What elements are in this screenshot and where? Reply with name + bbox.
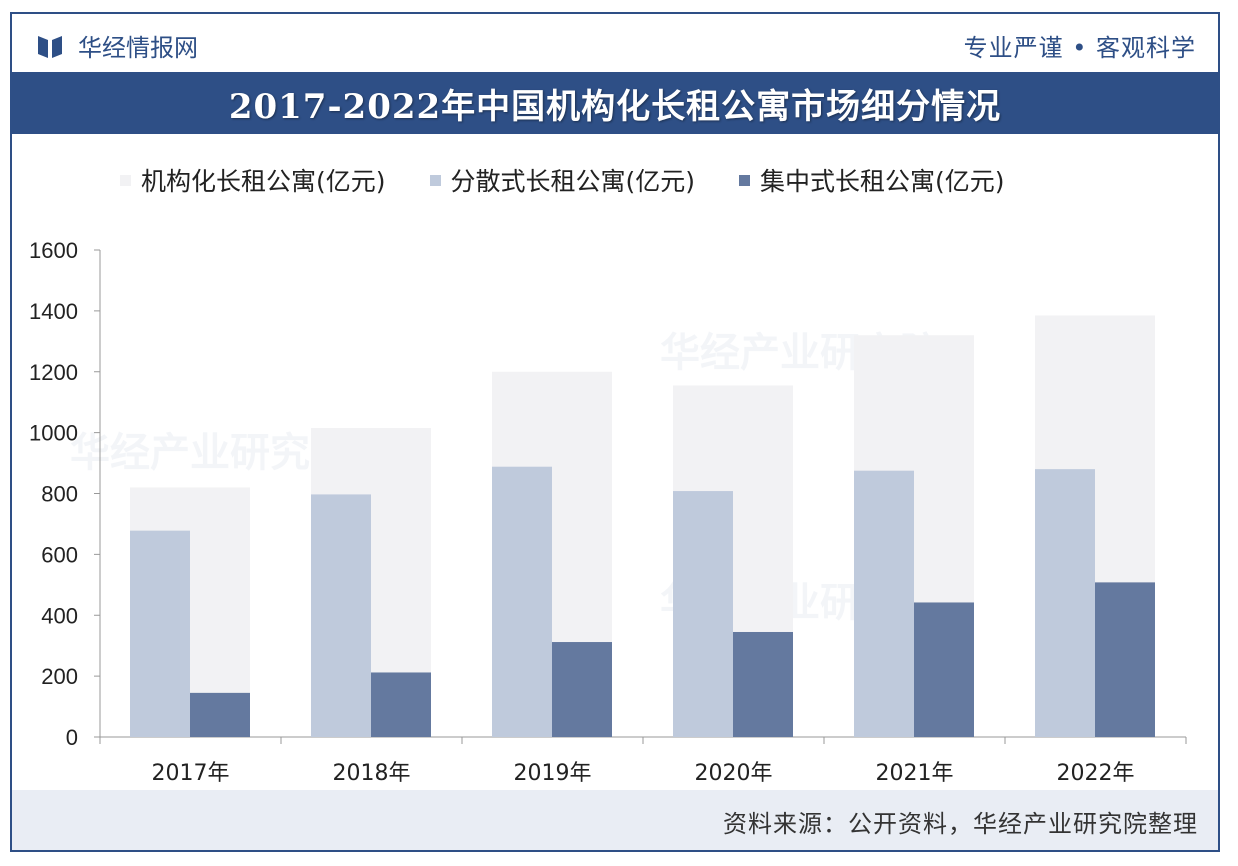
legend-swatch-centralized	[739, 174, 751, 186]
bar-centralized	[190, 692, 250, 737]
y-tick-label: 1600	[29, 238, 78, 263]
x-tick-label: 2020年	[695, 761, 773, 786]
legend-item-centralized: 集中式长租公寓(亿元)	[739, 162, 1005, 198]
legend: 机构化长租公寓(亿元) 分散式长租公寓(亿元) 集中式长租公寓(亿元)	[120, 162, 1049, 198]
y-tick-label: 1400	[29, 299, 78, 324]
bar-distributed	[854, 470, 914, 737]
top-bar: 华经情报网 专业严谨 • 客观科学	[12, 14, 1218, 70]
source-note: 资料来源：公开资料，华经产业研究院整理	[723, 810, 1198, 838]
title-bar: 2017-2022年中国机构化长租公寓市场细分情况	[12, 72, 1218, 134]
x-tick-label: 2017年	[152, 761, 230, 786]
bar-distributed	[311, 494, 371, 737]
chart-title: 2017-2022年中国机构化长租公寓市场细分情况	[228, 86, 1002, 127]
bar-centralized	[371, 672, 431, 737]
bar-centralized	[552, 642, 612, 737]
y-tick-label: 400	[41, 603, 78, 628]
bar-distributed	[492, 466, 552, 737]
bar-centralized	[914, 602, 974, 737]
bar-distributed	[1035, 469, 1095, 737]
brand-name: 华经情报网	[78, 34, 198, 62]
brand: 华经情报网	[36, 28, 198, 63]
slogan: 专业严谨 • 客观科学	[963, 34, 1196, 62]
legend-swatch-distributed	[429, 174, 441, 186]
y-tick-label: 0	[66, 725, 78, 750]
brand-logo-icon	[38, 35, 62, 58]
bar-distributed	[673, 491, 733, 737]
x-tick-label: 2019年	[514, 761, 592, 786]
x-tick-label: 2021年	[876, 761, 954, 786]
bar-distributed	[130, 530, 190, 737]
y-tick-label: 200	[41, 664, 78, 689]
legend-label-distributed: 分散式长租公寓(亿元)	[450, 167, 696, 196]
legend-swatch-total	[120, 174, 131, 186]
legend-label-total: 机构化长租公寓(亿元)	[141, 167, 386, 196]
x-tick-label: 2022年	[1057, 761, 1135, 786]
bar-centralized	[733, 631, 793, 737]
y-tick-label: 1000	[29, 421, 78, 446]
legend-item-total: 机构化长租公寓(亿元)	[120, 162, 386, 198]
legend-item-distributed: 分散式长租公寓(亿元)	[429, 162, 696, 198]
source-bar: 资料来源：公开资料，华经产业研究院整理	[12, 790, 1218, 850]
y-tick-label: 1200	[29, 360, 78, 385]
y-tick-label: 800	[41, 482, 78, 507]
x-tick-label: 2018年	[333, 761, 411, 786]
legend-label-centralized: 集中式长租公寓(亿元)	[760, 167, 1005, 196]
bar-centralized	[1095, 582, 1155, 737]
y-tick-label: 600	[41, 542, 78, 567]
